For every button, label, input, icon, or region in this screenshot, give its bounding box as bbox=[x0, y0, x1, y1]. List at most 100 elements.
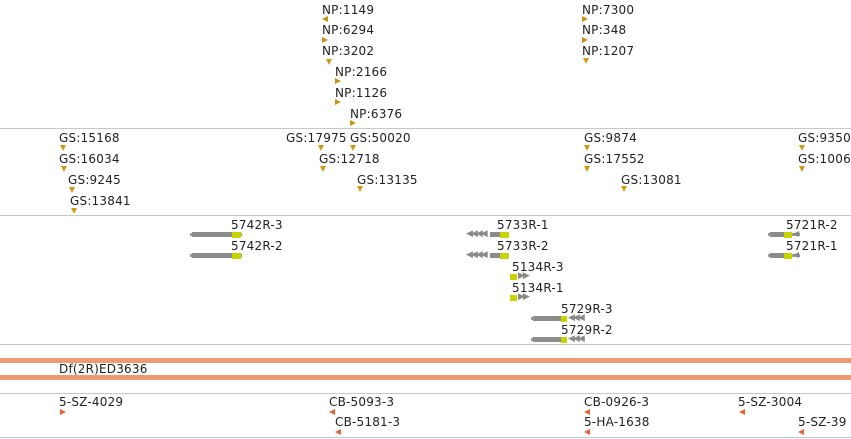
gene-label[interactable]: 5134R-3 bbox=[512, 260, 564, 274]
strand-arrow-icon bbox=[793, 231, 799, 237]
insertion-label: GS:13841 bbox=[70, 194, 131, 208]
insertion-marker-icon bbox=[322, 37, 328, 43]
gs-insertion[interactable]: GS:13841 bbox=[70, 194, 131, 208]
insertion-marker-icon bbox=[583, 58, 589, 64]
insertion-label: NP:7300 bbox=[582, 3, 635, 17]
gs-insertion[interactable]: GS:1006 bbox=[798, 152, 851, 166]
transcript-model[interactable]: ◀◀◀◀ bbox=[466, 251, 511, 260]
transcript-label: 5134R-1 bbox=[512, 281, 564, 295]
gene-label[interactable]: 5742R-3 bbox=[231, 218, 283, 232]
strain-marker-icon bbox=[335, 429, 341, 435]
insertion-marker-icon bbox=[799, 145, 805, 151]
transcript-model[interactable]: ▶▶ bbox=[510, 271, 532, 281]
insertion-label: NP:2166 bbox=[335, 65, 388, 79]
insertion-marker-icon bbox=[61, 166, 67, 172]
gs-insertion[interactable]: GS:16034 bbox=[59, 152, 120, 166]
np-insertion[interactable]: NP:3202 bbox=[322, 44, 374, 58]
np-insertion[interactable]: NP:6376 bbox=[350, 107, 402, 121]
track-separator bbox=[0, 344, 851, 345]
strain-marker-icon bbox=[584, 409, 590, 415]
insertion-marker-icon bbox=[584, 166, 590, 172]
insertion-label: GS:12718 bbox=[319, 152, 380, 166]
deficiency-bar[interactable] bbox=[0, 375, 851, 380]
gene-label[interactable]: 5742R-2 bbox=[231, 239, 283, 253]
gs-insertion[interactable]: GS:13135 bbox=[357, 173, 418, 187]
insertion-marker-icon bbox=[350, 145, 356, 151]
strand-arrows-icon: ▶▶ bbox=[518, 292, 530, 302]
strand-arrows-icon: ▶▶ bbox=[518, 271, 530, 281]
strain-label: CB-0926-3 bbox=[584, 395, 650, 409]
transcript-label: 5729R-3 bbox=[561, 302, 613, 316]
transcript-label: 5721R-1 bbox=[786, 239, 838, 253]
gene-label[interactable]: 5134R-1 bbox=[512, 281, 564, 295]
gene-label[interactable]: 5721R-2 bbox=[786, 218, 838, 232]
gene-label[interactable]: 5729R-3 bbox=[561, 302, 613, 316]
insertion-label: NP:1149 bbox=[322, 3, 375, 17]
gs-insertion[interactable]: GS:12718 bbox=[319, 152, 380, 166]
strain-marker-icon bbox=[739, 409, 745, 415]
np-insertion[interactable]: NP:1207 bbox=[582, 44, 634, 58]
strain-label: 5-HA-1638 bbox=[584, 415, 650, 429]
insertion-label: NP:6294 bbox=[322, 23, 375, 37]
np-insertion[interactable]: NP:1126 bbox=[335, 86, 387, 100]
strain-marker-icon bbox=[329, 409, 335, 415]
insertion-label: GS:17975 bbox=[286, 131, 347, 145]
insertion-marker-icon bbox=[582, 16, 588, 22]
gs-insertion[interactable]: GS:15168 bbox=[59, 131, 120, 145]
strain-insertion[interactable]: 5-HA-1638 bbox=[584, 415, 650, 429]
transcript-model[interactable] bbox=[768, 231, 800, 238]
gs-insertion[interactable]: GS:9245 bbox=[68, 173, 121, 187]
gs-insertion[interactable]: GS:50020 bbox=[350, 131, 411, 145]
gene-label[interactable]: 5733R-2 bbox=[497, 239, 549, 253]
strain-insertion[interactable]: 5-SZ-39 bbox=[798, 415, 847, 429]
gene-label[interactable]: 5729R-2 bbox=[561, 323, 613, 337]
strain-insertion[interactable]: CB-0926-3 bbox=[584, 395, 649, 409]
strain-insertion[interactable]: CB-5181-3 bbox=[335, 415, 400, 429]
np-insertion[interactable]: NP:2166 bbox=[335, 65, 387, 79]
transcript-model[interactable]: ◀◀◀ bbox=[531, 313, 587, 323]
insertion-label: GS:9350 bbox=[798, 131, 851, 145]
strain-label: CB-5181-3 bbox=[335, 415, 401, 429]
insertion-label: GS:13081 bbox=[621, 173, 682, 187]
transcript-model[interactable]: ◀◀◀◀ bbox=[466, 230, 511, 239]
np-insertion[interactable]: NP:348 bbox=[582, 23, 626, 37]
insertion-label: GS:16034 bbox=[59, 152, 120, 166]
strand-arrows-icon: ◀◀◀ bbox=[568, 313, 585, 323]
deficiency-label: Df(2R)ED3636 bbox=[59, 362, 148, 376]
transcript-label: 5134R-3 bbox=[512, 260, 564, 274]
track-separator bbox=[0, 437, 851, 438]
strain-label: 5-SZ-3004 bbox=[738, 395, 803, 409]
strain-marker-icon bbox=[798, 429, 804, 435]
np-insertion[interactable]: NP:6294 bbox=[322, 23, 374, 37]
strain-insertion[interactable]: CB-5093-3 bbox=[329, 395, 394, 409]
deficiency[interactable]: Df(2R)ED3636 bbox=[59, 362, 148, 376]
gene-label[interactable]: 5733R-1 bbox=[497, 218, 549, 232]
gs-insertion[interactable]: GS:17552 bbox=[584, 152, 645, 166]
gene-label[interactable]: 5721R-1 bbox=[786, 239, 838, 253]
strain-insertion[interactable]: 5-SZ-4029 bbox=[59, 395, 123, 409]
track-separator bbox=[0, 215, 851, 216]
transcript-model[interactable] bbox=[190, 232, 242, 238]
strain-insertion[interactable]: 5-SZ-3004 bbox=[738, 395, 802, 409]
np-insertion[interactable]: NP:1149 bbox=[322, 3, 374, 17]
gs-insertion[interactable]: GS:9350 bbox=[798, 131, 851, 145]
insertion-marker-icon bbox=[322, 16, 328, 22]
gs-insertion[interactable]: GS:13081 bbox=[621, 173, 682, 187]
track-separator bbox=[0, 128, 851, 129]
insertion-marker-icon bbox=[621, 186, 627, 192]
strand-arrows-icon: ◀◀◀ bbox=[568, 334, 585, 344]
insertion-label: GS:13135 bbox=[357, 173, 418, 187]
strain-marker-icon bbox=[60, 409, 66, 415]
gs-insertion[interactable]: GS:9874 bbox=[584, 131, 637, 145]
transcript-model[interactable] bbox=[768, 252, 800, 259]
strain-label: CB-5093-3 bbox=[329, 395, 395, 409]
np-insertion[interactable]: NP:7300 bbox=[582, 3, 634, 17]
strand-arrow-icon bbox=[793, 252, 799, 258]
insertion-marker-icon bbox=[335, 99, 341, 105]
transcript-model[interactable]: ◀◀◀ bbox=[531, 334, 587, 344]
deficiency-bar[interactable] bbox=[0, 358, 851, 363]
gs-insertion[interactable]: GS:17975 bbox=[286, 131, 347, 145]
insertion-label: GS:1006 bbox=[798, 152, 851, 166]
transcript-model[interactable]: ▶▶ bbox=[510, 292, 532, 302]
transcript-model[interactable] bbox=[190, 253, 242, 259]
